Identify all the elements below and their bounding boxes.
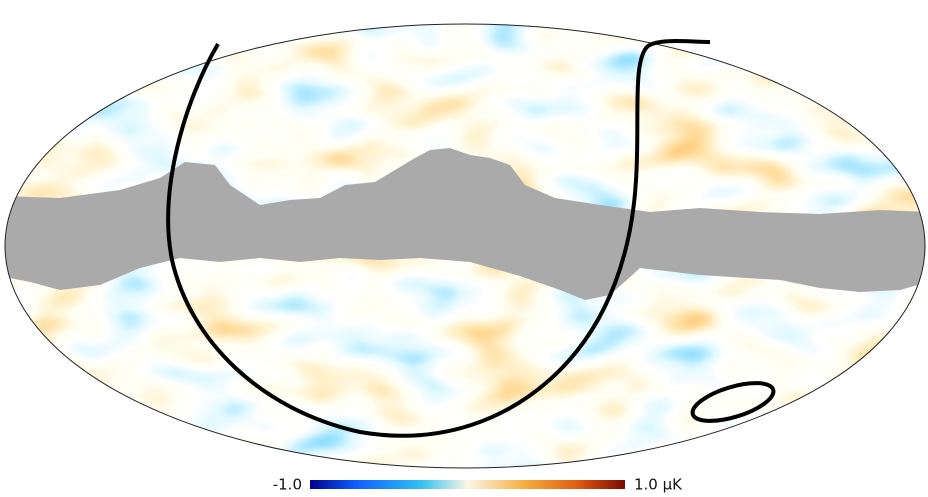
- sky-field: [5, 24, 925, 468]
- region-outline: [690, 381, 776, 423]
- region-outline: [166, 39, 711, 438]
- colorbar: [310, 480, 625, 489]
- map-border: [4, 23, 926, 469]
- galactic-mask: [5, 148, 925, 300]
- colorbar-min-label: -1.0: [273, 476, 302, 494]
- colorbar-max-label: 1.0 µK: [634, 476, 683, 494]
